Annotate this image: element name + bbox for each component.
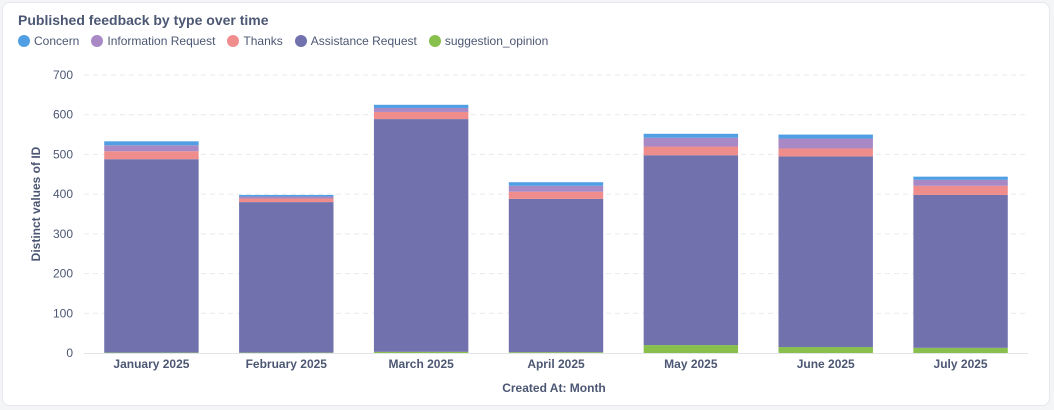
y-axis-ticks: 0 100 200 300 400 500 600 700 — [53, 68, 73, 360]
bar-segment-concern[interactable] — [373, 104, 469, 108]
bar-segment-information-request[interactable] — [373, 107, 469, 112]
y-tick-label: 200 — [53, 267, 73, 281]
bar-segment-assistance-request[interactable] — [643, 155, 739, 346]
x-tick-label: June 2025 — [797, 357, 855, 371]
bar-segment-information-request[interactable] — [239, 196, 334, 199]
legend-label-suggestion-opinion: suggestion_opinion — [444, 34, 549, 48]
x-tick-label: July 2025 — [934, 357, 988, 371]
bar-segment-suggestion-opinion[interactable] — [643, 345, 739, 353]
y-tick-label: 400 — [53, 187, 73, 201]
legend-dot-information-request — [91, 35, 104, 47]
bar-segment-thanks[interactable] — [643, 146, 739, 156]
bar-segment-thanks[interactable] — [373, 111, 469, 120]
bar-segment-information-request[interactable] — [104, 145, 199, 152]
bar-segment-thanks[interactable] — [104, 151, 199, 160]
bar-segment-thanks[interactable] — [508, 191, 604, 199]
bar-segment-assistance-request[interactable] — [373, 119, 469, 352]
legend-dot-concern — [18, 35, 30, 47]
legend-label-assistance-request: Assistance Request — [310, 34, 417, 48]
legend-item-information-request[interactable]: Information Request — [91, 34, 215, 48]
bar-segment-suggestion-opinion[interactable] — [373, 351, 469, 353]
bar-segment-suggestion-opinion[interactable] — [508, 352, 604, 353]
bar-segment-concern[interactable] — [239, 194, 334, 197]
x-tick-label: January 2025 — [113, 357, 189, 371]
legend-dot-suggestion-opinion — [428, 35, 441, 47]
y-tick-label: 300 — [53, 227, 73, 241]
y-tick-label: 600 — [53, 108, 73, 122]
bar-segment-assistance-request[interactable] — [239, 202, 334, 353]
bar-segment-concern[interactable] — [104, 141, 199, 146]
legend-label-information-request: Information Request — [107, 34, 216, 48]
x-tick-label: April 2025 — [527, 357, 585, 371]
bar-segment-concern[interactable] — [643, 133, 739, 138]
legend-item-assistance-request[interactable]: Assistance Request — [294, 34, 417, 48]
bar-segment-information-request[interactable] — [913, 179, 1008, 186]
y-tick-label: 0 — [66, 346, 73, 360]
bar-segment-information-request[interactable] — [643, 137, 739, 147]
legend-item-thanks[interactable]: Thanks — [227, 34, 283, 48]
bar-segment-suggestion-opinion[interactable] — [913, 347, 1008, 353]
bar-segment-information-request[interactable] — [508, 185, 604, 192]
x-tick-label: March 2025 — [388, 357, 454, 371]
bar-segment-thanks[interactable] — [778, 148, 873, 157]
legend-dot-assistance-request — [294, 35, 307, 47]
bar-segment-information-request[interactable] — [778, 138, 873, 149]
bar-segment-assistance-request[interactable] — [778, 156, 873, 348]
y-tick-label: 700 — [53, 68, 73, 82]
legend-label-concern: Concern — [34, 34, 80, 48]
chart-title: Published feedback by type over time — [18, 12, 269, 28]
bar-segment-suggestion-opinion[interactable] — [778, 347, 873, 353]
bar-segment-concern[interactable] — [508, 182, 604, 186]
legend-item-suggestion-opinion[interactable]: suggestion_opinion — [428, 34, 549, 48]
x-axis-ticks: January 2025 February 2025 March 2025 April… — [113, 357, 988, 371]
bars — [104, 104, 1008, 353]
y-tick-label: 100 — [53, 306, 73, 320]
y-tick-label: 500 — [53, 147, 73, 161]
legend-label-thanks: Thanks — [243, 34, 283, 48]
legend-item-concern[interactable]: Concern — [18, 34, 79, 48]
bar-segment-assistance-request[interactable] — [104, 159, 199, 353]
bar-segment-assistance-request[interactable] — [913, 194, 1008, 348]
bar-segment-assistance-request[interactable] — [508, 198, 604, 353]
x-axis-title: Created At: Month — [502, 381, 606, 395]
bar-segment-thanks[interactable] — [239, 198, 334, 203]
y-axis-title: Distinct values of ID — [29, 146, 43, 261]
legend-dot-thanks — [227, 35, 240, 47]
x-tick-label: May 2025 — [664, 357, 718, 371]
bar-segment-concern[interactable] — [913, 176, 1008, 180]
x-tick-label: February 2025 — [246, 357, 328, 371]
bar-segment-concern[interactable] — [778, 134, 873, 139]
legend: Concern Information Request Thanks Assis… — [18, 34, 548, 48]
bar-segment-thanks[interactable] — [913, 185, 1008, 195]
